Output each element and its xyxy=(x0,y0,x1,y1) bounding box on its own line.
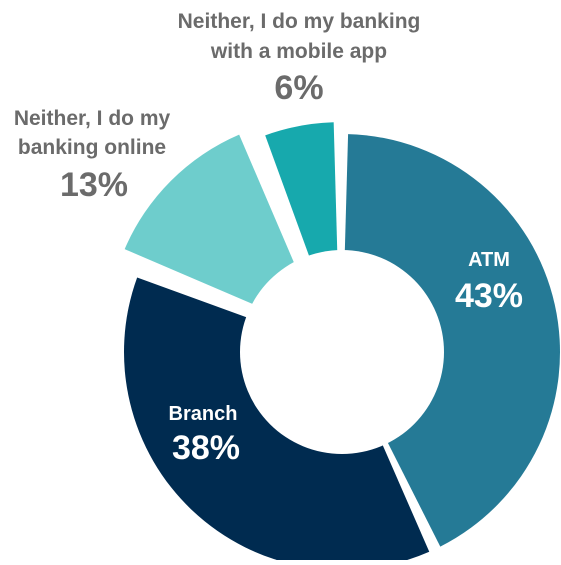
slice-value-atm: 43% xyxy=(455,277,523,315)
slice-name-mobile-line2: with a mobile app xyxy=(210,40,387,63)
slice-name-branch: Branch xyxy=(169,403,238,425)
slice-name-online-line2: banking online xyxy=(18,136,166,159)
donut-hole xyxy=(240,250,444,454)
slice-value-online: 13% xyxy=(60,166,128,204)
slice-name-atm: ATM xyxy=(468,249,510,271)
slice-name-mobile-line1: Neither, I do my banking xyxy=(178,10,421,33)
slice-atm xyxy=(342,134,560,547)
slice-value-branch: 38% xyxy=(172,429,240,467)
slice-value-mobile: 6% xyxy=(274,69,323,107)
slice-name-online-line1: Neither, I do my xyxy=(14,107,171,130)
